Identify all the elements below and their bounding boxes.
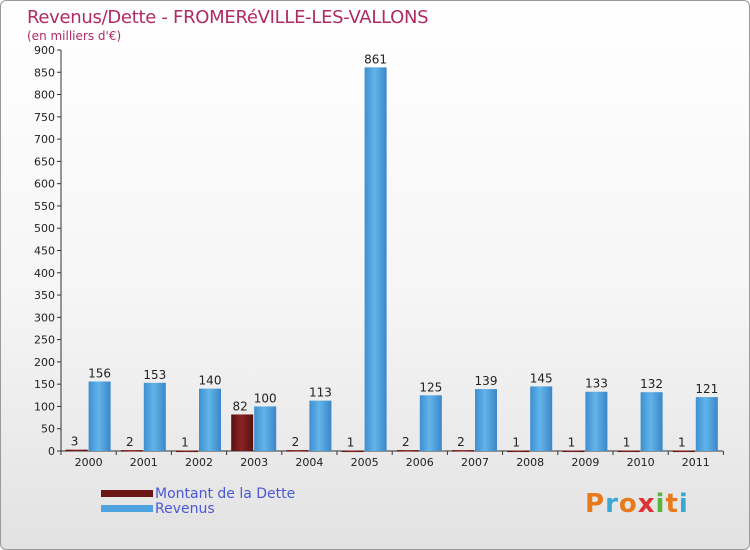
bar-dette (65, 449, 88, 452)
chart-axes: 0 50 100 150 200 250 300 350 400 450 500 550 600 650 7… (34, 44, 724, 469)
bar-dette (396, 450, 419, 452)
bar-revenus (585, 391, 608, 451)
logo-letter: x (637, 489, 656, 519)
data-label-dette: 2 (292, 435, 300, 449)
bar-revenus (254, 406, 277, 451)
bar-dette (176, 450, 198, 453)
legend-label-revenus: Revenus (155, 501, 215, 517)
data-label-dette: 2 (457, 435, 465, 449)
legend-label-dette: Montant de la Dette (155, 486, 296, 502)
x-tick-label: 2005 (351, 456, 379, 469)
legend-swatch-dette (101, 490, 153, 497)
y-tick-label: 500 (34, 222, 55, 235)
y-tick-label: 700 (34, 133, 55, 146)
data-label-revenus: 139 (475, 374, 498, 388)
x-tick-label: 2007 (461, 456, 489, 469)
bar-dette (120, 450, 143, 452)
bar-dette (507, 450, 530, 453)
data-label-dette: 1 (568, 436, 576, 450)
data-label-revenus: 133 (585, 377, 608, 391)
bar-revenus (530, 386, 553, 451)
data-label-dette: 1 (678, 436, 686, 450)
x-tick-label: 2002 (185, 456, 213, 469)
data-label-revenus: 861 (364, 52, 387, 66)
bar-revenus (640, 392, 663, 451)
y-tick-label: 150 (34, 378, 55, 391)
data-label-revenus: 145 (530, 371, 553, 385)
legend-swatch-revenus (101, 505, 153, 512)
bar-dette (562, 450, 585, 453)
y-tick-label: 900 (34, 44, 55, 57)
chart-subtitle: (en milliers d'€) (27, 29, 122, 43)
x-tick-label: 2008 (516, 456, 544, 469)
bar-dette (341, 450, 364, 453)
data-label-revenus: 156 (88, 366, 111, 380)
logo-letter: P (585, 489, 606, 519)
y-tick-label: 600 (34, 178, 55, 191)
data-label-dette: 1 (181, 436, 189, 450)
data-label-dette: 1 (512, 436, 520, 450)
bar-dette (617, 450, 640, 453)
x-tick-label: 2010 (627, 456, 655, 469)
data-label-revenus: 121 (695, 382, 718, 396)
bar-revenus (695, 397, 718, 451)
bar-dette (231, 414, 254, 451)
bar-revenus (199, 388, 221, 451)
data-label-dette: 1 (623, 436, 631, 450)
y-tick-label: 0 (48, 445, 55, 458)
data-label-dette: 2 (126, 435, 134, 449)
y-tick-label: 800 (34, 89, 55, 102)
x-tick-label: 2011 (682, 456, 710, 469)
chart-bars (65, 67, 718, 453)
chart-title: Revenus/Dette - FROMERéVILLE-LES-VALLONS (27, 7, 429, 28)
data-label-dette: 3 (71, 435, 79, 449)
data-label-dette: 2 (402, 435, 410, 449)
data-label-revenus: 100 (254, 391, 277, 405)
chart-labels: 3 156 2 153 1 140 82 100 2 113 1 861 2 125 2 139 1 145 1 13… (71, 52, 718, 449)
bar-dette (672, 450, 695, 453)
bar-revenus (143, 382, 166, 451)
data-label-revenus: 125 (419, 380, 442, 394)
y-tick-label: 100 (34, 400, 55, 413)
x-tick-label: 2004 (295, 456, 323, 469)
logo-letter: o (618, 489, 638, 519)
bar-dette (286, 450, 309, 452)
data-label-revenus: 113 (309, 386, 332, 400)
bar-dette (452, 450, 474, 452)
bar-revenus (309, 400, 332, 451)
bar-revenus (475, 389, 497, 451)
x-tick-label: 2001 (130, 456, 158, 469)
data-label-revenus: 132 (640, 377, 663, 391)
y-tick-label: 650 (34, 155, 55, 168)
data-label-revenus: 140 (199, 374, 222, 388)
y-tick-label: 750 (34, 111, 55, 124)
proxiti-logo: Proxiti (585, 489, 689, 519)
logo-letter: i (678, 489, 689, 519)
bar-revenus (364, 67, 387, 452)
x-tick-label: 2009 (571, 456, 599, 469)
x-tick-label: 2000 (75, 456, 103, 469)
y-tick-label: 50 (41, 423, 55, 436)
data-label-dette: 1 (347, 436, 355, 450)
data-label-revenus: 153 (143, 368, 166, 382)
y-tick-label: 300 (34, 311, 55, 324)
data-label-dette: 82 (233, 399, 248, 413)
y-tick-label: 350 (34, 289, 55, 302)
bar-revenus (88, 381, 111, 451)
bar-revenus (419, 395, 442, 451)
y-tick-label: 200 (34, 356, 55, 369)
y-tick-label: 400 (34, 267, 55, 280)
y-tick-label: 850 (34, 66, 55, 79)
y-tick-label: 550 (34, 200, 55, 213)
y-tick-label: 450 (34, 245, 55, 258)
x-tick-label: 2003 (240, 456, 268, 469)
logo-letter: i (655, 489, 666, 519)
x-tick-label: 2006 (406, 456, 434, 469)
logo-letter: t (665, 489, 679, 519)
y-tick-label: 250 (34, 334, 55, 347)
logo-letter: r (605, 489, 619, 519)
